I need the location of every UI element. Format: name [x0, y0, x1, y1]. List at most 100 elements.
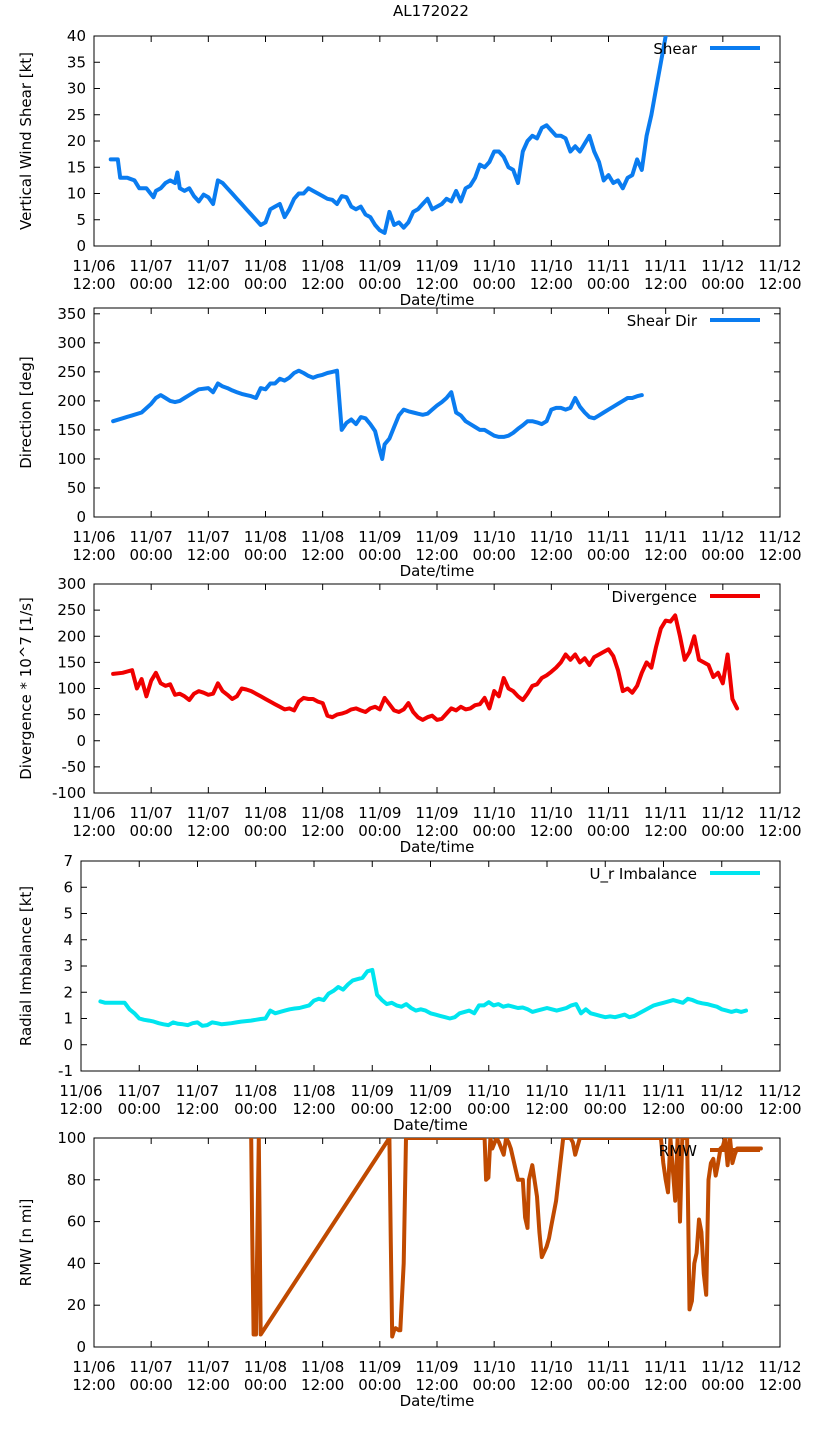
- x-axis-label: Date/time: [400, 1392, 475, 1410]
- x-tick-label-time: 12:00: [187, 546, 230, 564]
- x-tick-label-date: 11/11: [584, 1082, 627, 1100]
- y-tick-label: 10: [67, 185, 86, 203]
- x-tick-label-date: 11/07: [130, 528, 173, 546]
- legend-label: RMW: [659, 1142, 697, 1160]
- x-tick-label-time: 12:00: [644, 1376, 687, 1394]
- x-tick-label-date: 11/11: [642, 1082, 685, 1100]
- x-tick-label-time: 12:00: [758, 546, 801, 564]
- y-tick-label: 50: [67, 706, 86, 724]
- x-tick-label-time: 00:00: [467, 1100, 510, 1118]
- x-tick-label-time: 12:00: [642, 1100, 685, 1118]
- y-tick-label: 30: [67, 80, 86, 98]
- x-tick-label-date: 11/07: [130, 257, 173, 275]
- x-tick-label-date: 11/09: [409, 1082, 452, 1100]
- y-tick-label: -100: [52, 784, 86, 802]
- x-tick-label-time: 12:00: [292, 1100, 335, 1118]
- x-tick-label-time: 12:00: [415, 275, 458, 293]
- y-tick-label: 20: [67, 132, 86, 150]
- x-tick-label-time: 00:00: [587, 1376, 630, 1394]
- x-tick-label-time: 00:00: [587, 275, 630, 293]
- x-tick-label-time: 12:00: [72, 546, 115, 564]
- x-tick-label-date: 11/10: [530, 528, 573, 546]
- x-tick-label-date: 11/07: [187, 1358, 230, 1376]
- x-tick-label-time: 12:00: [187, 275, 230, 293]
- x-tick-label-date: 11/12: [701, 1358, 744, 1376]
- series-line-shear: [108, 36, 668, 235]
- x-tick-label-date: 11/11: [644, 528, 687, 546]
- x-tick-label-time: 12:00: [301, 275, 344, 293]
- x-tick-label-time: 00:00: [358, 546, 401, 564]
- x-tick-label-time: 00:00: [700, 1100, 743, 1118]
- plot-frame: [93, 583, 781, 794]
- x-tick-label-time: 12:00: [530, 822, 573, 840]
- y-axis-label: Direction [deg]: [17, 356, 35, 469]
- charts-container: 051015202530354011/0612:0011/0700:0011/0…: [17, 27, 802, 1410]
- chart-panel-divergence: -100-5005010015020025030011/0612:0011/07…: [17, 575, 802, 856]
- x-tick-label-time: 12:00: [72, 275, 115, 293]
- y-tick-label: 250: [57, 363, 86, 381]
- x-tick-label-date: 11/11: [587, 1358, 630, 1376]
- y-tick-label: 5: [76, 211, 86, 229]
- x-tick-label-date: 11/12: [701, 804, 744, 822]
- x-tick-label-date: 11/08: [244, 528, 287, 546]
- x-tick-label-date: 11/12: [758, 1082, 801, 1100]
- x-tick-label-date: 11/06: [72, 1358, 115, 1376]
- y-tick-label: -1: [58, 1062, 73, 1080]
- x-tick-label-date: 11/09: [415, 257, 458, 275]
- x-tick-label-time: 00:00: [130, 546, 173, 564]
- y-tick-label: 0: [76, 732, 86, 750]
- x-tick-label-time: 00:00: [587, 822, 630, 840]
- x-tick-label-date: 11/09: [415, 1358, 458, 1376]
- x-tick-label-time: 12:00: [758, 1376, 801, 1394]
- legend: RMW: [659, 1142, 760, 1160]
- x-tick-label-time: 00:00: [701, 546, 744, 564]
- x-tick-label-time: 12:00: [758, 1100, 801, 1118]
- x-tick-label-time: 00:00: [587, 546, 630, 564]
- y-tick-label: 100: [57, 680, 86, 698]
- x-tick-label-date: 11/06: [72, 804, 115, 822]
- x-tick-label-date: 11/06: [59, 1082, 102, 1100]
- x-tick-label-date: 11/12: [758, 1358, 801, 1376]
- x-tick-label-date: 11/08: [301, 528, 344, 546]
- x-tick-label-date: 11/08: [301, 804, 344, 822]
- x-tick-label-time: 00:00: [701, 275, 744, 293]
- plot-frame: [93, 307, 781, 518]
- chart-panel-radial_imbalance: -10123456711/0612:0011/0700:0011/0712:00…: [17, 852, 802, 1134]
- y-tick-label: 15: [67, 158, 86, 176]
- y-tick-label: 3: [63, 957, 73, 975]
- x-tick-label-time: 00:00: [234, 1100, 277, 1118]
- x-tick-label-time: 12:00: [415, 546, 458, 564]
- y-axis-label: Radial Imbalance [kt]: [17, 886, 35, 1046]
- y-tick-label: 250: [57, 601, 86, 619]
- x-tick-label-time: 12:00: [525, 1100, 568, 1118]
- x-tick-label-time: 00:00: [473, 1376, 516, 1394]
- y-tick-label: 2: [63, 983, 73, 1001]
- x-tick-label-date: 11/09: [358, 257, 401, 275]
- x-tick-label-date: 11/10: [473, 257, 516, 275]
- x-tick-label-time: 12:00: [59, 1100, 102, 1118]
- x-tick-label-date: 11/08: [244, 1358, 287, 1376]
- x-tick-label-time: 00:00: [118, 1100, 161, 1118]
- x-tick-label-date: 11/07: [176, 1082, 219, 1100]
- x-tick-label-time: 12:00: [187, 1376, 230, 1394]
- x-tick-label-date: 11/12: [701, 257, 744, 275]
- series-line-radial_imbalance: [98, 967, 748, 1028]
- y-axis-label: Vertical Wind Shear [kt]: [17, 52, 35, 230]
- legend: Divergence: [612, 588, 760, 606]
- x-tick-label-date: 11/07: [118, 1082, 161, 1100]
- x-axis-label: Date/time: [400, 291, 475, 309]
- x-tick-label-date: 11/11: [644, 804, 687, 822]
- legend: Shear: [653, 40, 760, 58]
- x-tick-label-date: 11/11: [587, 804, 630, 822]
- y-axis-label: RMW [n mi]: [17, 1199, 35, 1287]
- y-tick-label: 6: [63, 878, 73, 896]
- legend-label: Divergence: [612, 588, 697, 606]
- y-tick-label: 0: [76, 1338, 86, 1356]
- x-tick-label-time: 12:00: [530, 546, 573, 564]
- y-tick-label: 300: [57, 334, 86, 352]
- x-tick-label-time: 12:00: [758, 822, 801, 840]
- x-tick-label-time: 12:00: [644, 822, 687, 840]
- x-tick-label-time: 00:00: [130, 1376, 173, 1394]
- x-tick-label-date: 11/10: [473, 528, 516, 546]
- y-tick-label: 60: [67, 1213, 86, 1231]
